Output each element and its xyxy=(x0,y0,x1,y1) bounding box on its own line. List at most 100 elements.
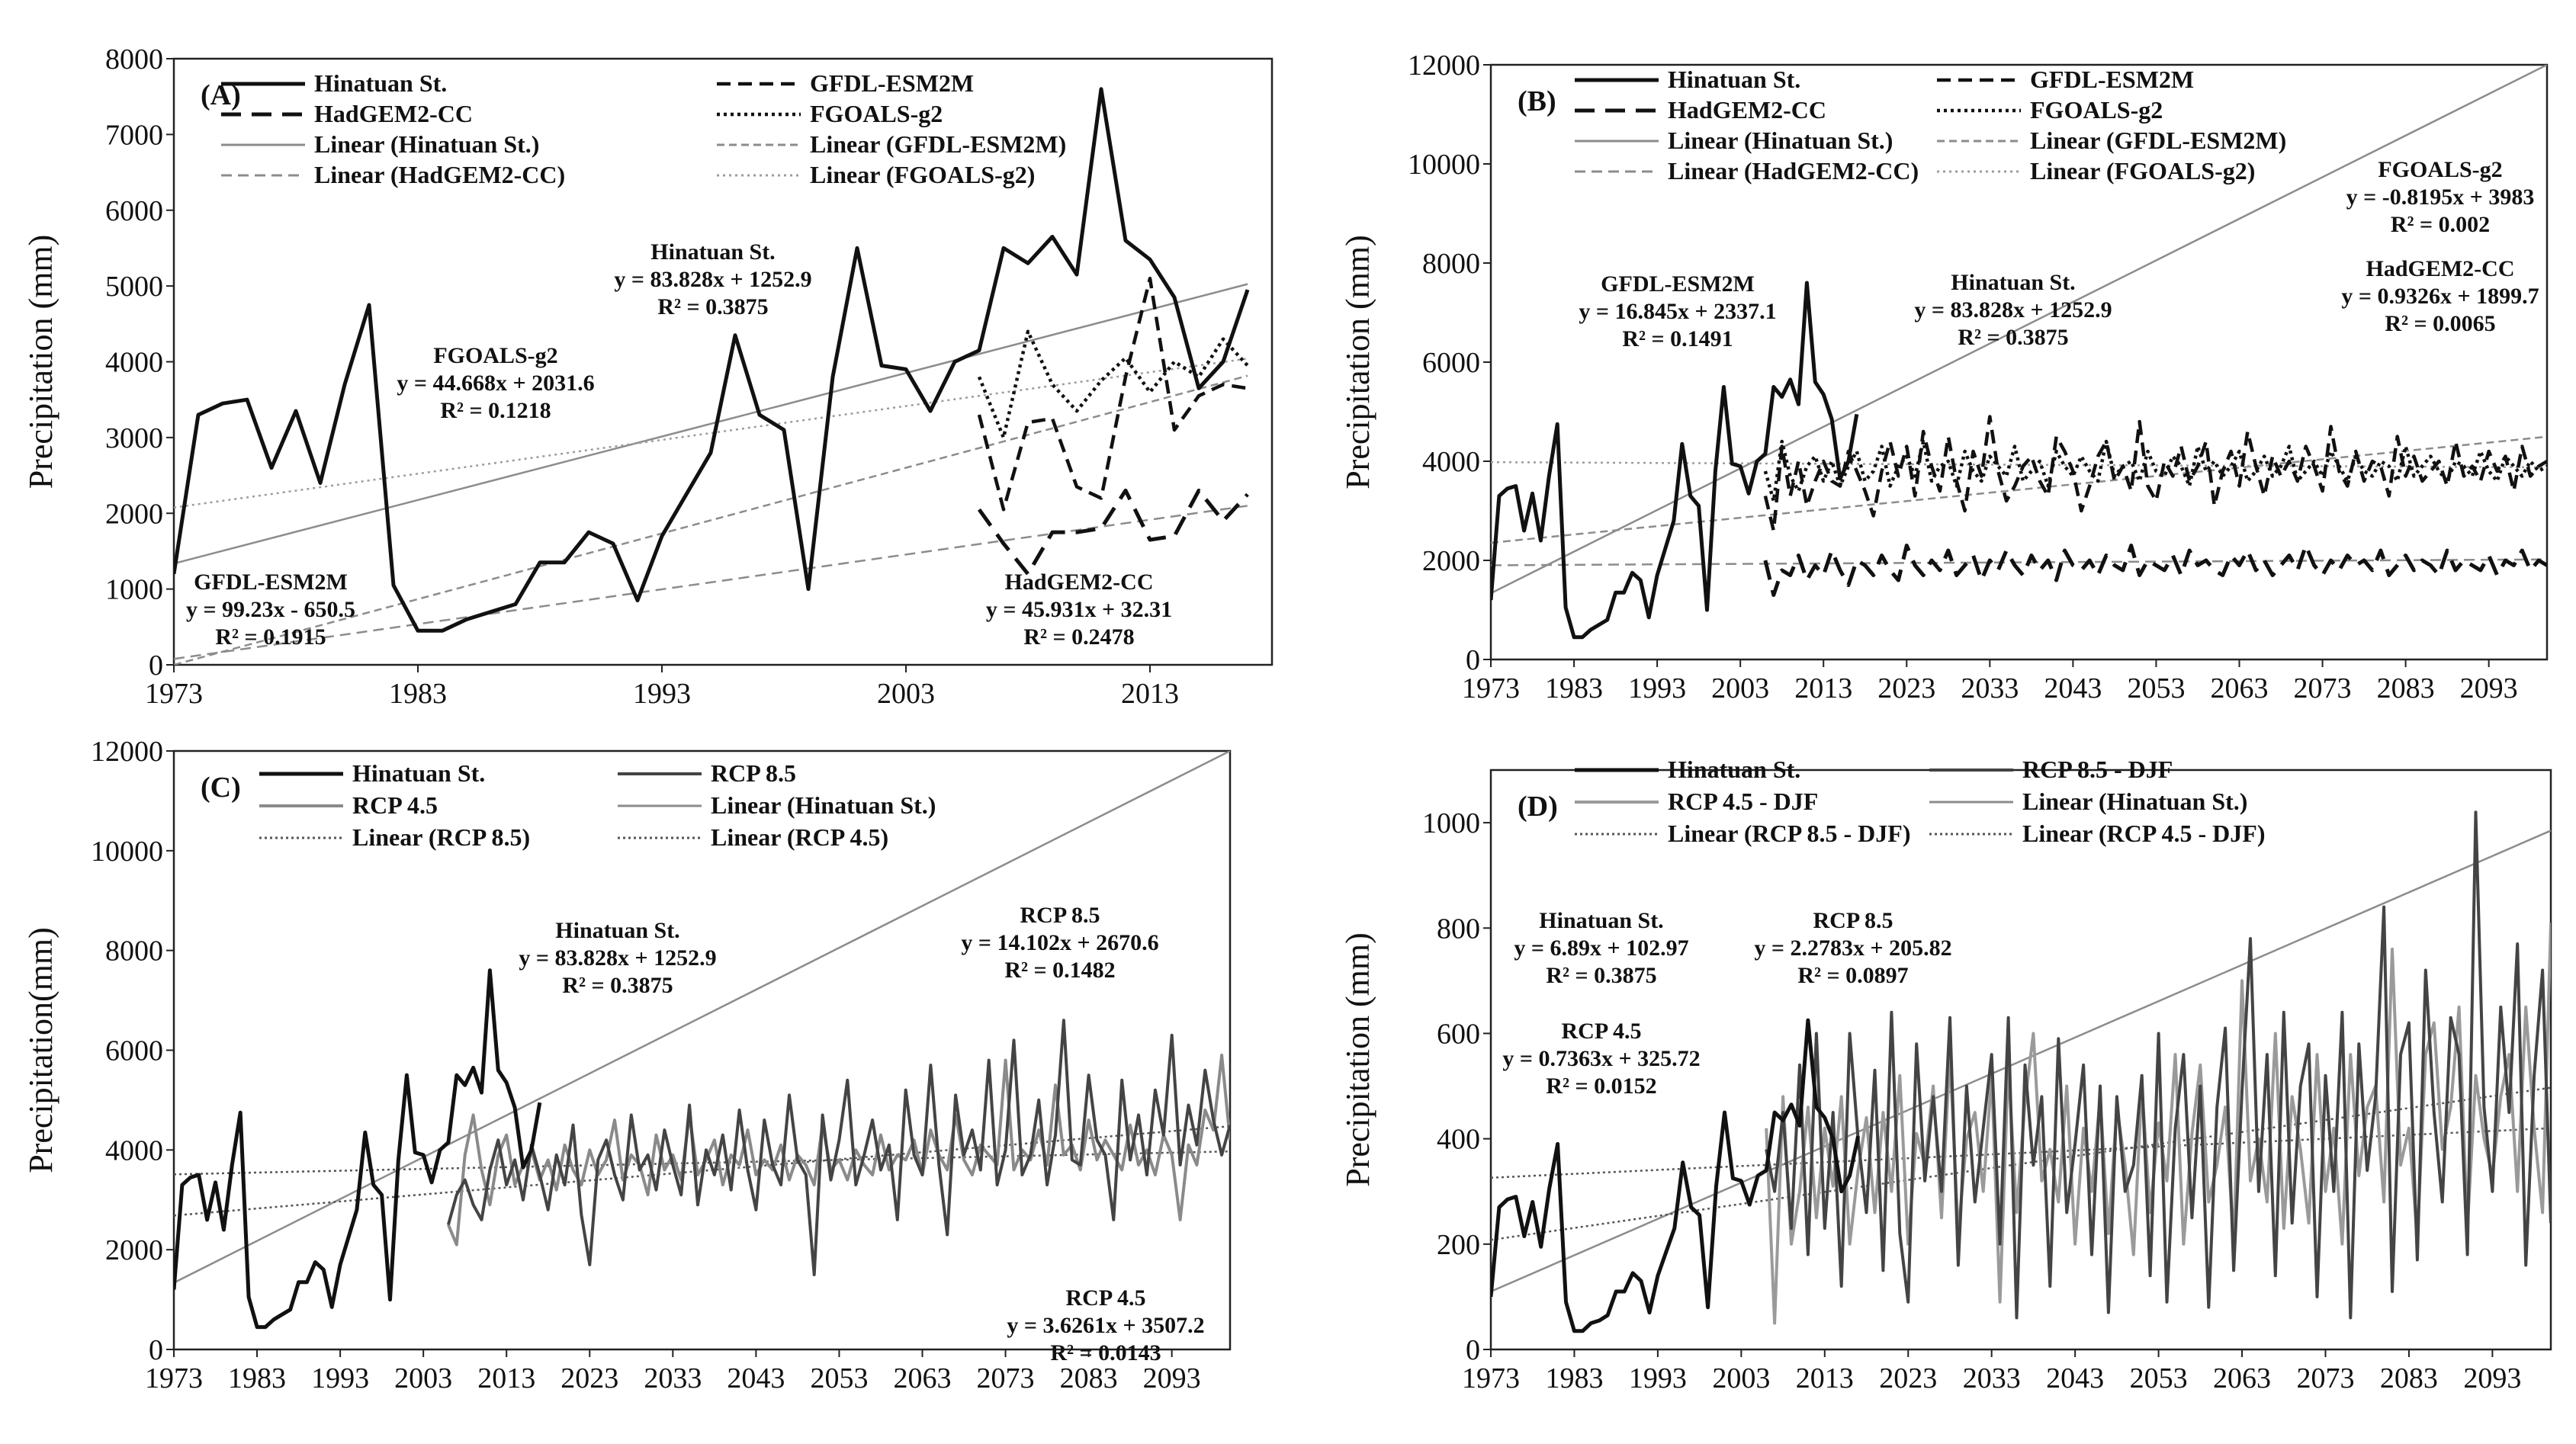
x-tick-label: 1993 xyxy=(311,1362,369,1394)
y-tick-label: 4000 xyxy=(1422,446,1480,478)
legend-label: RCP 4.5 xyxy=(352,791,438,819)
legend-label: Hinatuan St. xyxy=(314,69,447,97)
x-tick-label: 2053 xyxy=(2127,672,2185,704)
annotation-line: y = 83.828x + 1252.9 xyxy=(1914,297,2112,322)
legend-label: Linear (GFDL-ESM2M) xyxy=(810,130,1066,158)
x-tick-label: 2013 xyxy=(477,1362,535,1394)
legend-label: FGOALS-g2 xyxy=(2030,96,2163,124)
annotation-line: R² = 0.2478 xyxy=(1023,624,1134,650)
legend-label: GFDL-ESM2M xyxy=(2030,66,2194,93)
legend-label: Linear (HadGEM2-CC) xyxy=(314,161,565,188)
annotation-line: Hinatuan St. xyxy=(1951,270,2075,295)
x-tick-label: 2023 xyxy=(560,1362,618,1394)
annotation-line: R² = 0.0143 xyxy=(1050,1340,1161,1365)
y-tick-label: 200 xyxy=(1437,1229,1480,1261)
x-tick-label: 2083 xyxy=(1060,1362,1118,1394)
x-tick-label: 1993 xyxy=(633,678,691,710)
legend-label: Linear (Hinatuan St.) xyxy=(2022,788,2247,815)
annotation-line: FGOALS-g2 xyxy=(2378,157,2502,182)
annotation-line: y = 2.2783x + 205.82 xyxy=(1754,935,1951,961)
series-line-0 xyxy=(174,968,542,1330)
y-tick-label: 4000 xyxy=(105,347,163,379)
annotation-line: y = 83.828x + 1252.9 xyxy=(519,945,716,971)
legend-label: Linear (GFDL-ESM2M) xyxy=(2030,127,2286,154)
annotation-line: y = 0.9326x + 1899.7 xyxy=(2341,284,2539,309)
y-tick-label: 3000 xyxy=(105,422,163,454)
y-tick-label: 0 xyxy=(1466,644,1480,676)
annotation-line: RCP 4.5 xyxy=(1066,1285,1146,1311)
panel-label: (D) xyxy=(1518,791,1558,823)
x-tick-label: 2043 xyxy=(727,1362,785,1394)
x-tick-label: 1973 xyxy=(1462,1362,1520,1394)
annotation-line: y = 44.668x + 2031.6 xyxy=(397,371,594,396)
legend-label: RCP 8.5 xyxy=(711,759,796,787)
x-tick-label: 2043 xyxy=(2046,1362,2104,1394)
annotation-line: y = 16.845x + 2337.1 xyxy=(1579,299,1776,324)
panel-label: (B) xyxy=(1518,85,1556,117)
legend-label: Linear (Hinatuan St.) xyxy=(711,791,936,819)
trendline-1 xyxy=(1491,435,2547,544)
x-tick-label: 1983 xyxy=(1545,1362,1603,1394)
x-tick-label: 2023 xyxy=(1879,1362,1937,1394)
y-tick-label: 0 xyxy=(149,1334,163,1366)
annotation-line: FGOALS-g2 xyxy=(433,343,557,368)
panel-label: (C) xyxy=(201,772,241,804)
series-line-2 xyxy=(977,488,1249,576)
x-tick-label: 2053 xyxy=(2130,1362,2188,1394)
legend-label: Linear (FGOALS-g2) xyxy=(810,161,1035,188)
annotation-line: R² = 0.0152 xyxy=(1546,1073,1656,1099)
y-tick-label: 6000 xyxy=(1422,347,1480,379)
x-tick-label: 1973 xyxy=(1462,672,1520,704)
x-tick-label: 1993 xyxy=(1628,672,1686,704)
x-tick-label: 2093 xyxy=(2460,672,2518,704)
legend-label: GFDL-ESM2M xyxy=(810,69,974,97)
legend-label: Linear (RCP 4.5) xyxy=(711,823,888,851)
x-tick-label: 2033 xyxy=(644,1362,702,1394)
plot-frame xyxy=(1489,769,2552,1351)
y-tick-label: 6000 xyxy=(105,1035,163,1067)
series-line-3 xyxy=(1763,439,2547,503)
y-tick-label: 600 xyxy=(1437,1018,1480,1050)
y-axis-label: Precipitation (mm) xyxy=(1339,235,1376,489)
annotation-line: HadGEM2-CC xyxy=(1005,570,1154,595)
x-tick-label: 2013 xyxy=(1121,678,1179,710)
plot-frame xyxy=(172,749,1232,1351)
y-tick-label: 2000 xyxy=(105,498,163,530)
series-line-1 xyxy=(1765,810,2551,1320)
x-tick-label: 2013 xyxy=(1794,672,1852,704)
y-tick-label: 10000 xyxy=(1408,149,1480,181)
x-tick-label: 2033 xyxy=(1961,672,2019,704)
annotation-line: R² = 0.1482 xyxy=(1004,958,1115,983)
x-tick-label: 2073 xyxy=(2294,672,2352,704)
annotation-line: R² = 0.1491 xyxy=(1622,326,1733,351)
legend-label: Hinatuan St. xyxy=(352,759,485,787)
annotation-line: R² = 0.0897 xyxy=(1797,963,1908,988)
legend-label: RCP 8.5 - DJF xyxy=(2022,756,2173,783)
annotation-line: y = 45.931x + 32.31 xyxy=(986,597,1172,622)
legend-label: Linear (RCP 4.5 - DJF) xyxy=(2022,820,2265,847)
y-tick-label: 8000 xyxy=(1422,248,1480,280)
panel-c: 0 2000 4000 6000 8000 10000 12000 1973 1983 1993 2… xyxy=(22,736,1232,1394)
y-tick-label: 10000 xyxy=(91,836,163,868)
y-axis-label: Precipitation(mm) xyxy=(22,927,59,1173)
series-line-0 xyxy=(1491,281,1859,640)
y-tick-label: 6000 xyxy=(105,195,163,227)
series-line-1 xyxy=(977,276,1248,512)
y-tick-label: 0 xyxy=(149,650,163,682)
annotation-line: Hinatuan St. xyxy=(1539,908,1663,933)
annotation-line: Hinatuan St. xyxy=(555,918,679,943)
x-tick-label: 2023 xyxy=(1877,672,1935,704)
annotation-line: y = 3.6261x + 3507.2 xyxy=(1007,1313,1204,1338)
x-tick-label: 2003 xyxy=(1711,672,1769,704)
legend-label: HadGEM2-CC xyxy=(314,100,473,127)
annotation-line: GFDL-ESM2M xyxy=(194,570,348,595)
annotation-line: R² = 0.002 xyxy=(2391,212,2490,237)
trendline-1 xyxy=(174,374,1248,665)
x-tick-label: 2063 xyxy=(2210,672,2268,704)
x-tick-label: 1973 xyxy=(145,678,203,710)
x-tick-label: 2003 xyxy=(394,1362,452,1394)
legend-label: Linear (RCP 8.5 - DJF) xyxy=(1668,820,1910,847)
trendline-3 xyxy=(174,358,1248,509)
y-tick-label: 8000 xyxy=(105,935,163,967)
